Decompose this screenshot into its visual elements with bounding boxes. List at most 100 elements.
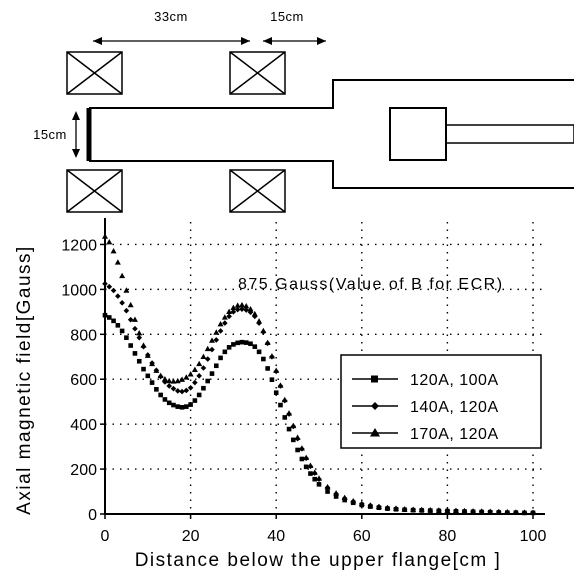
data-point (316, 475, 322, 481)
data-point (115, 293, 121, 299)
y-tick-label: 800 (70, 327, 97, 344)
data-point (136, 358, 142, 364)
y-tick-label: 1000 (61, 282, 97, 299)
legend-marker (370, 428, 380, 437)
data-point (325, 489, 330, 494)
data-point (298, 445, 305, 451)
data-point (273, 390, 279, 396)
data-point (161, 376, 168, 382)
data-point (119, 328, 125, 334)
data-point (200, 353, 207, 359)
data-point (260, 327, 267, 334)
data-point (132, 351, 138, 356)
data-point (303, 464, 309, 470)
series-triangle (102, 233, 536, 515)
data-point (239, 306, 245, 312)
legend-entry: 140A, 120A (352, 399, 499, 416)
chamber-outline (89, 79, 574, 189)
legend-entry: 170A, 120A (352, 426, 499, 443)
data-point (222, 320, 228, 326)
data-point (115, 323, 121, 328)
data-point (196, 392, 202, 398)
data-point (154, 387, 159, 392)
data-point (183, 374, 190, 380)
data-point (299, 456, 305, 462)
x-axis-title: Distance below the upper flange[cm ] (135, 550, 502, 571)
data-point (222, 349, 228, 355)
data-point (175, 404, 181, 409)
apparatus-diagram: 33cm 15cm 15cm (33, 9, 574, 213)
data-point (435, 507, 442, 513)
data-point (307, 462, 314, 468)
data-point (495, 508, 502, 515)
data-point (213, 329, 220, 335)
data-point (286, 426, 292, 432)
data-point (278, 402, 283, 408)
data-point (192, 379, 198, 386)
legend-label: 170A, 120A (410, 426, 499, 443)
data-point (243, 303, 250, 309)
coil-top-left (66, 51, 123, 95)
data-point (393, 505, 400, 511)
data-point (418, 506, 425, 513)
data-point (145, 373, 151, 379)
ecr-annotation: 875 Gauss(Value of B for ECR) (238, 276, 504, 293)
data-point (123, 287, 130, 293)
y-tick-labels: 0 200 400 600 800 1000 1200 (61, 237, 97, 524)
data-point (286, 410, 293, 416)
data-point (127, 301, 134, 308)
dimension-length-label: 33cm (154, 9, 188, 24)
data-point (217, 328, 224, 334)
data-point (504, 509, 511, 515)
data-point (157, 372, 164, 379)
data-point (196, 373, 202, 379)
data-point (209, 371, 215, 376)
data-point (204, 356, 211, 362)
data-point (102, 312, 108, 318)
data-point (282, 415, 288, 420)
data-point (149, 380, 155, 385)
data-point (174, 388, 181, 394)
x-tick-label: 100 (520, 528, 547, 545)
data-point (367, 502, 374, 508)
data-point (235, 340, 240, 346)
data-point (187, 384, 194, 391)
y-tick-label: 600 (70, 372, 97, 389)
data-point (209, 346, 215, 353)
data-point (251, 310, 258, 317)
data-point (221, 314, 228, 320)
data-point (384, 504, 391, 511)
data-point (166, 400, 172, 406)
data-point (324, 483, 331, 490)
data-point (410, 506, 417, 512)
data-point (132, 325, 138, 332)
dimension-diameter-label: 15cm (33, 127, 67, 142)
data-point (204, 345, 211, 352)
data-point (487, 508, 494, 514)
legend-label: 140A, 120A (410, 399, 499, 416)
data-point (171, 402, 176, 408)
data-point (303, 454, 310, 461)
data-point (252, 344, 258, 349)
data-point (102, 233, 108, 239)
data-point (239, 339, 245, 345)
data-point (238, 301, 245, 308)
data-point (140, 342, 147, 348)
data-point (106, 239, 113, 245)
data-point (149, 360, 156, 367)
data-point (234, 306, 241, 313)
legend-entries: 120A, 100A 140A, 120A 170A, 120A (352, 372, 499, 443)
data-point (209, 337, 215, 343)
y-tick-label: 1200 (61, 237, 97, 254)
data-point (248, 341, 253, 347)
data-point (106, 315, 112, 320)
legend-marker (371, 402, 379, 410)
data-point (106, 283, 113, 290)
data-point (247, 309, 254, 316)
x-tick-label: 60 (353, 528, 371, 545)
data-point (243, 340, 249, 345)
data-point (256, 318, 263, 324)
dimension-gap: 15cm (263, 9, 326, 45)
data-point (166, 377, 173, 384)
